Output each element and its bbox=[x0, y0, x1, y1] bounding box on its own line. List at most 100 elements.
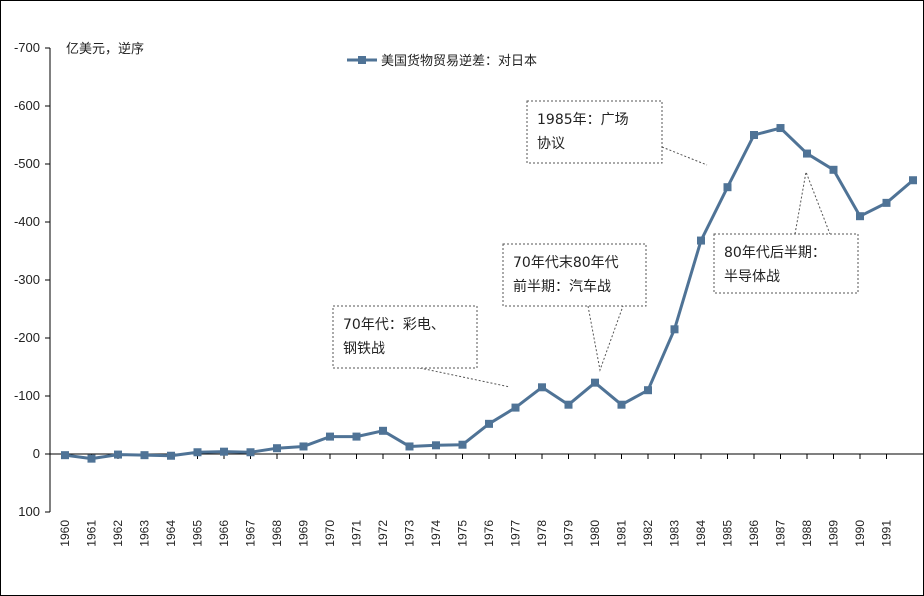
x-tick-label: 1981 bbox=[615, 520, 629, 547]
data-point-marker bbox=[326, 432, 334, 441]
data-point-marker bbox=[379, 426, 387, 435]
data-point-marker bbox=[299, 442, 308, 451]
x-tick-label: 1990 bbox=[853, 520, 867, 547]
x-tick-label: 1960 bbox=[58, 520, 72, 547]
y-tick-label: -100 bbox=[14, 388, 40, 403]
y-tick-label: -500 bbox=[14, 156, 40, 171]
data-point-marker bbox=[352, 432, 361, 441]
data-point-marker bbox=[220, 447, 228, 456]
x-tick-label: 1988 bbox=[800, 520, 814, 547]
x-tick-label: 1965 bbox=[191, 520, 205, 547]
annotation-leader-line bbox=[419, 367, 511, 388]
data-point-marker bbox=[485, 419, 493, 428]
x-tick-label: 1984 bbox=[694, 520, 708, 547]
x-tick-label: 1970 bbox=[323, 520, 337, 547]
annotation-text: 70年代末80年代 bbox=[513, 255, 619, 271]
legend-marker-swatch bbox=[358, 56, 366, 64]
annotation-callout: 80年代后半期： 半导体战 bbox=[713, 170, 859, 294]
annotation-text: 半导体战 bbox=[724, 269, 780, 285]
x-tick-label: 1969 bbox=[297, 520, 311, 547]
annotation-text: 1985年：广场 bbox=[537, 112, 629, 128]
data-point-marker bbox=[723, 183, 732, 192]
annotations: 1985年：广场协议70年代末80年代前半期：汽车战70年代：彩电、钢铁战80年… bbox=[332, 100, 859, 388]
data-point-marker bbox=[803, 149, 811, 158]
x-tick-label: 1973 bbox=[403, 520, 417, 547]
data-point-marker bbox=[511, 403, 520, 412]
y-unit-label: 亿美元，逆序 bbox=[66, 41, 144, 57]
data-point-marker bbox=[776, 124, 785, 133]
annotation-box bbox=[713, 233, 859, 294]
x-tick-label: 1967 bbox=[244, 520, 258, 547]
legend: 美国货物贸易逆差：对日本 bbox=[347, 53, 537, 69]
annotation-box bbox=[332, 305, 478, 369]
series-layer bbox=[61, 124, 917, 463]
x-tick-label: 1983 bbox=[668, 520, 682, 547]
annotation-box bbox=[526, 100, 663, 164]
data-point-marker bbox=[167, 451, 175, 460]
data-point-marker bbox=[140, 451, 149, 460]
x-tick-label: 1980 bbox=[588, 520, 602, 547]
data-point-marker bbox=[273, 444, 281, 453]
data-point-marker bbox=[829, 165, 838, 174]
annotation-text: 70年代：彩电、 bbox=[343, 317, 445, 333]
annotation-text: 钢铁战 bbox=[343, 341, 385, 357]
data-point-marker bbox=[670, 325, 679, 334]
y-tick-label: 100 bbox=[18, 504, 40, 519]
data-point-marker bbox=[538, 383, 546, 392]
x-tick-label: 1972 bbox=[376, 520, 390, 547]
data-point-marker bbox=[644, 386, 652, 395]
data-point-marker bbox=[882, 198, 891, 207]
x-tick-label: 1982 bbox=[641, 520, 655, 547]
data-point-marker bbox=[405, 442, 414, 451]
x-tick-label: 1966 bbox=[217, 520, 231, 547]
y-tick-label: -200 bbox=[14, 330, 40, 345]
legend-label: 美国货物贸易逆差：对日本 bbox=[381, 53, 537, 69]
x-tick-label: 1968 bbox=[270, 520, 284, 547]
x-tick-label: 1978 bbox=[535, 520, 549, 547]
x-tick-label: 1985 bbox=[721, 520, 735, 547]
x-tick-label: 1963 bbox=[138, 520, 152, 547]
annotation-text: 协议 bbox=[537, 136, 565, 152]
x-tick-label: 1962 bbox=[111, 520, 125, 547]
y-tick-label: -700 bbox=[14, 40, 40, 55]
x-tick-label: 1991 bbox=[880, 520, 894, 547]
x-tick-label: 1975 bbox=[456, 520, 470, 547]
data-point-marker bbox=[591, 378, 599, 387]
x-tick-label: 1977 bbox=[509, 520, 523, 547]
data-point-marker bbox=[564, 400, 573, 409]
data-point-marker bbox=[246, 448, 255, 457]
data-point-marker bbox=[87, 454, 96, 463]
data-point-marker bbox=[856, 212, 864, 221]
y-tick-label: 0 bbox=[33, 446, 40, 461]
axes: -700 -600 -500 -400 -300 -200 -100 0 100 1960 1961… bbox=[14, 40, 924, 547]
y-tick-label: -600 bbox=[14, 98, 40, 113]
data-point-marker bbox=[114, 450, 122, 459]
x-tick-label: 1979 bbox=[562, 520, 576, 547]
x-tick-label: 1971 bbox=[350, 520, 364, 547]
x-tick-label: 1987 bbox=[774, 520, 788, 547]
data-point-marker bbox=[909, 176, 917, 185]
data-point-marker bbox=[750, 131, 758, 139]
y-tick-label: -400 bbox=[14, 214, 40, 229]
annotation-leader-line bbox=[794, 170, 831, 235]
data-point-marker bbox=[193, 448, 202, 457]
annotation-text: 前半期：汽车战 bbox=[513, 278, 611, 295]
x-tick-label: 1974 bbox=[429, 520, 443, 547]
annotation-leader-line bbox=[661, 146, 708, 166]
x-tick-label: 1989 bbox=[827, 520, 841, 547]
data-point-marker bbox=[617, 400, 626, 409]
data-point-marker bbox=[432, 441, 440, 450]
x-tick-label: 1961 bbox=[85, 520, 99, 547]
annotation-text: 80年代后半期： bbox=[724, 245, 826, 261]
x-tick-label: 1976 bbox=[482, 520, 496, 547]
annotation-callout: 70年代：彩电、钢铁战 bbox=[332, 305, 511, 388]
data-point-marker bbox=[697, 236, 705, 245]
annotation-box bbox=[502, 243, 647, 307]
annotation-leader-line bbox=[587, 305, 624, 372]
x-tick-label: 1986 bbox=[747, 520, 761, 547]
